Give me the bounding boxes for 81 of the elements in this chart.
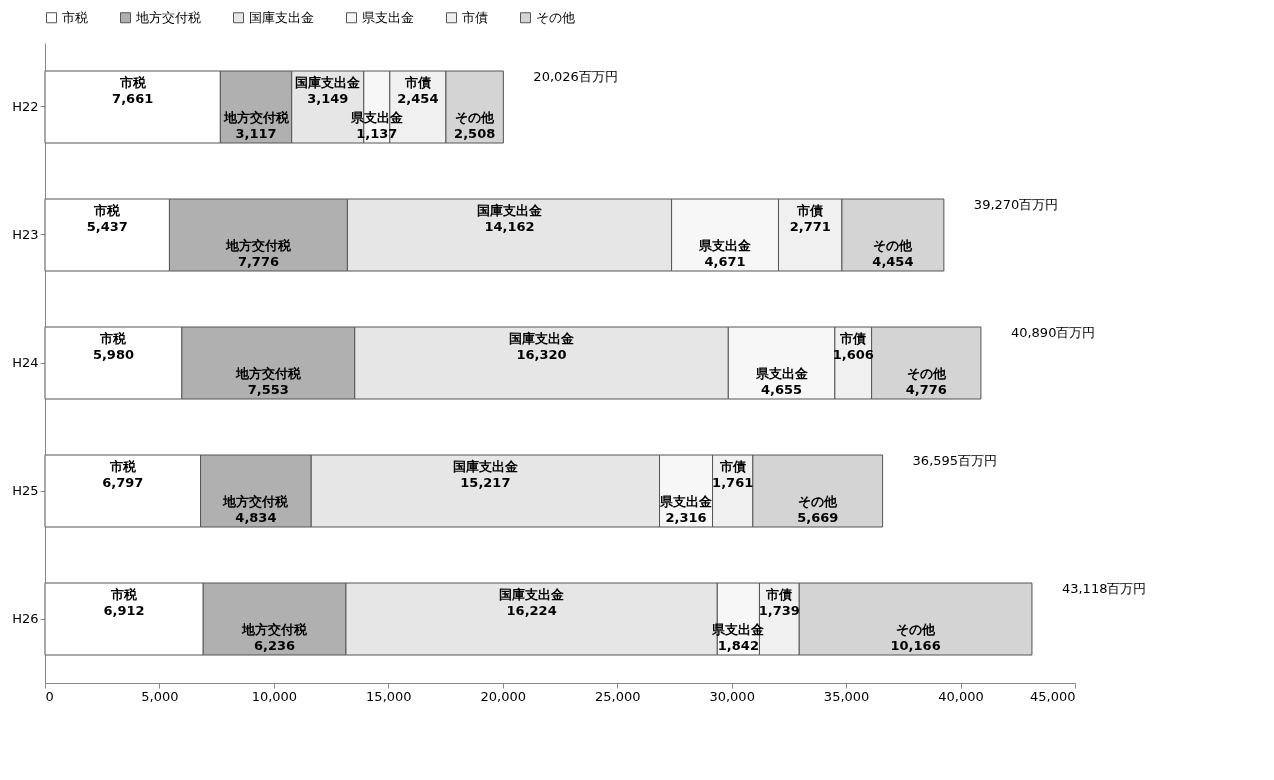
total-label: 36,595百万円	[912, 453, 998, 468]
text: 市税	[94, 203, 121, 218]
y-tick-label: H26	[12, 611, 39, 626]
data-label: 16,224	[506, 603, 557, 618]
x-tick-label: 25,000	[594, 688, 641, 704]
data-label: 4,671	[704, 254, 746, 269]
data-label: 6,797	[102, 475, 144, 490]
text: 地方交付税	[223, 494, 289, 509]
data-label: 14,162	[484, 219, 535, 234]
text: その他	[873, 238, 913, 253]
data-label: 4,776	[905, 382, 947, 397]
x-tick-label: 0	[45, 688, 54, 704]
data-label: 1,739	[758, 603, 800, 618]
text: その他	[455, 110, 495, 125]
text: 市税	[119, 75, 146, 90]
x-tick-label: 30,000	[709, 688, 755, 704]
data-label: 5,437	[86, 219, 128, 234]
x-tick-label: 10,000	[251, 688, 298, 704]
x-tick-label: 15,000	[366, 688, 412, 704]
x-tick-label: 20,000	[480, 688, 527, 704]
text: 地方交付税	[242, 622, 308, 637]
legend-label: 県支出金	[362, 9, 414, 25]
data-label: 3,117	[235, 126, 277, 141]
text: 県支出金	[660, 494, 713, 509]
total-label: 43,118百万円	[1061, 581, 1147, 596]
text: 県支出金	[699, 238, 752, 253]
total-label: 39,270百万円	[973, 197, 1059, 212]
data-label: 2,454	[397, 91, 439, 106]
legend-label: その他	[536, 9, 575, 25]
text: 市税	[100, 331, 127, 346]
x-tick-label: 5,000	[141, 688, 179, 704]
text: 市税	[109, 459, 136, 474]
y-tick-label: H23	[12, 227, 39, 242]
text: 国庫支出金	[477, 203, 543, 218]
legend-label: 市税	[62, 9, 88, 25]
text: 市債	[404, 75, 431, 90]
legend-label: 国庫支出金	[249, 9, 314, 25]
legend-label: 市債	[462, 9, 488, 25]
x-tick-label: 35,000	[823, 688, 870, 704]
data-label: 7,776	[237, 254, 279, 269]
text: 市債	[840, 331, 867, 346]
data-label: 1,842	[717, 638, 759, 653]
x-tick-label: 45,000	[1030, 688, 1076, 704]
text: 地方交付税	[223, 110, 289, 125]
text: 国庫支出金	[499, 587, 565, 602]
text: その他	[798, 494, 838, 509]
text: 国庫支出金	[295, 75, 361, 90]
data-label: 4,454	[872, 254, 914, 269]
text: 国庫支出金	[509, 331, 575, 346]
data-label: 10,166	[890, 638, 941, 653]
total-label: 40,890百万円	[1010, 325, 1096, 340]
text: 市債	[719, 459, 746, 474]
text: その他	[896, 622, 936, 637]
data-label: 2,316	[665, 510, 707, 525]
data-label: 5,669	[797, 510, 839, 525]
text: 地方交付税	[235, 366, 301, 381]
x-tick-label: 40,000	[938, 688, 984, 704]
legend-label: 地方交付税	[135, 9, 201, 25]
text: 国庫支出金	[452, 459, 518, 474]
y-tick-label: H25	[12, 483, 39, 498]
data-label: 4,834	[235, 510, 277, 525]
y-tick-label: H22	[12, 99, 39, 114]
data-label: 6,912	[103, 603, 145, 618]
data-label: 2,771	[789, 219, 831, 234]
data-label: 2,508	[454, 126, 496, 141]
data-label: 16,320	[516, 347, 567, 362]
data-label: 4,655	[761, 382, 803, 397]
text: 県支出金	[755, 366, 808, 381]
total-label: 20,026百万円	[533, 69, 618, 84]
text: 市債	[797, 203, 824, 218]
text: 地方交付税	[225, 238, 291, 253]
y-tick-label: H24	[12, 355, 39, 370]
data-label: 5,980	[92, 347, 134, 362]
data-label: 3,149	[307, 91, 349, 106]
data-label: 6,236	[254, 638, 296, 653]
text: その他	[906, 366, 946, 381]
text: 市債	[766, 587, 793, 602]
data-label: 15,217	[460, 475, 511, 490]
text: 市税	[111, 587, 138, 602]
data-label: 7,553	[247, 382, 289, 397]
data-label: 7,661	[112, 91, 154, 106]
